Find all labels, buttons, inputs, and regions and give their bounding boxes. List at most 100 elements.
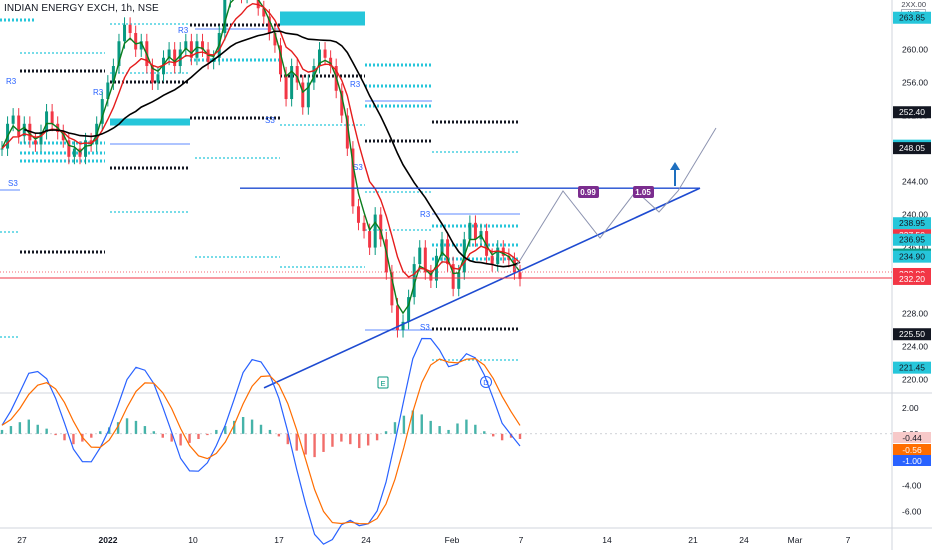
time-tick-label: Mar [788, 535, 803, 545]
price-label-text: 238.95 [899, 218, 925, 228]
price-label-badge [893, 142, 931, 155]
macd-histogram-bar [170, 433, 173, 442]
time-tick-label: Feb [445, 535, 460, 545]
price-candle [384, 239, 388, 273]
price-candle [512, 259, 516, 273]
price-label-badge [893, 328, 931, 341]
price-candle [284, 74, 288, 100]
ratio-badge-label: 1.05 [635, 188, 651, 197]
macd-histogram-bar [36, 424, 39, 434]
price-candle [518, 272, 522, 279]
ma-medium-line [1, 2, 521, 278]
price-candle [167, 49, 171, 58]
price-label-text: 252.40 [899, 107, 925, 117]
macd-histogram-bar [358, 433, 361, 449]
price-candle [379, 214, 383, 240]
price-candle [429, 272, 433, 281]
price-label-text: 236.95 [899, 235, 925, 245]
time-tick-label: 10 [188, 535, 198, 545]
price-label-badge [893, 11, 931, 24]
up-arrow-icon [670, 162, 680, 186]
price-label-text: 263.85 [899, 13, 925, 23]
currency-top-value: 2XX.00 [901, 0, 926, 9]
trend-drawings[interactable]: 0.99 1.05 E D [0, 127, 892, 389]
chart-symbol-header: INDIAN ENERGY EXCH, 1h, NSE [4, 3, 159, 14]
price-tick-label: 240.00 [902, 210, 928, 220]
time-tick-label: 7 [519, 535, 524, 545]
price-candle [117, 41, 121, 67]
macd-histogram-bar [250, 419, 254, 434]
price-candle [368, 231, 372, 248]
price-candle [184, 41, 188, 50]
price-label-badge [893, 217, 931, 230]
macd-histogram-bar [143, 426, 147, 434]
macd-label-text: -0.56 [902, 445, 922, 455]
price-candle [507, 255, 511, 260]
macd-histogram-bar [474, 424, 477, 434]
pivot-label: S3 [265, 116, 275, 125]
price-tick-label: 256.00 [902, 78, 928, 88]
macd-histogram-bar [206, 433, 209, 436]
macd-histogram-bar [331, 433, 334, 447]
price-candle [72, 148, 76, 157]
macd-histogram-bar [268, 429, 272, 434]
price-candle [195, 41, 199, 58]
macd-histogram-bar [188, 433, 191, 443]
pivot-label: S3 [353, 163, 363, 172]
macd-histogram-bar [197, 433, 200, 439]
price-candle [485, 231, 489, 256]
price-axis[interactable]: 220.00224.00228.00232.00236.00240.00244.… [893, 11, 931, 517]
price-tick-label: 244.00 [902, 177, 928, 187]
macd-histogram-bar [366, 433, 370, 446]
macd-histogram-bar [295, 433, 298, 451]
price-label-text: 232.20 [899, 274, 925, 284]
time-tick-label: 2022 [99, 535, 118, 545]
price-candle [67, 140, 71, 157]
pivot-levels: R3 R3 R3 R3 S3 S3 S3 R3 S3 [0, 11, 520, 361]
price-candle [134, 33, 138, 50]
time-tick-label: 24 [739, 535, 749, 545]
price-candle [123, 24, 127, 42]
macd-histogram-bar [125, 418, 129, 434]
price-candle [468, 222, 472, 240]
macd-histogram-bar [438, 426, 441, 434]
macd-histogram-bar [483, 431, 486, 434]
ascending-trendline [263, 187, 701, 389]
macd-histogram-bar [134, 420, 138, 434]
projection-path [513, 127, 717, 271]
ratio-badge [578, 186, 599, 198]
macd-histogram-bar [518, 433, 522, 439]
price-candle [457, 272, 461, 289]
macd-pane [0, 337, 892, 545]
price-candle [301, 82, 305, 108]
price-candle [329, 57, 333, 67]
price-candle [89, 140, 93, 145]
price-candle [45, 111, 49, 133]
price-candle [496, 247, 500, 265]
price-candle [11, 115, 15, 124]
macd-histogram-bar [322, 433, 325, 452]
macd-histogram-bar [393, 422, 397, 434]
macd-histogram-bar [500, 433, 504, 441]
macd-histogram-bar [99, 431, 102, 434]
macd-tick-label: -6.00 [902, 506, 922, 516]
price-candle [440, 239, 444, 256]
price-label-text: 248.05 [899, 143, 925, 153]
macd-histogram-bar [447, 429, 450, 434]
macd-histogram-bar [224, 426, 227, 434]
moving-averages [1, 0, 521, 315]
macd-histogram-bar [375, 433, 379, 441]
macd-label-text: -0.44 [902, 433, 922, 443]
earnings-marker-label: E [380, 379, 385, 388]
macd-histogram-bar [152, 431, 156, 434]
price-label-text: 234.90 [899, 252, 925, 262]
macd-histogram-bar [277, 433, 281, 437]
time-axis[interactable]: 27 2022 10 17 24 Feb 7 14 21 24 Mar 7 [17, 535, 850, 545]
ratio-badge-label: 0.99 [580, 188, 596, 197]
time-tick-label: 14 [602, 535, 612, 545]
price-candle [162, 57, 166, 75]
macd-histogram-bar [54, 433, 57, 436]
macd-histogram-bar [215, 429, 218, 434]
macd-tick-label: 2.00 [902, 403, 919, 413]
